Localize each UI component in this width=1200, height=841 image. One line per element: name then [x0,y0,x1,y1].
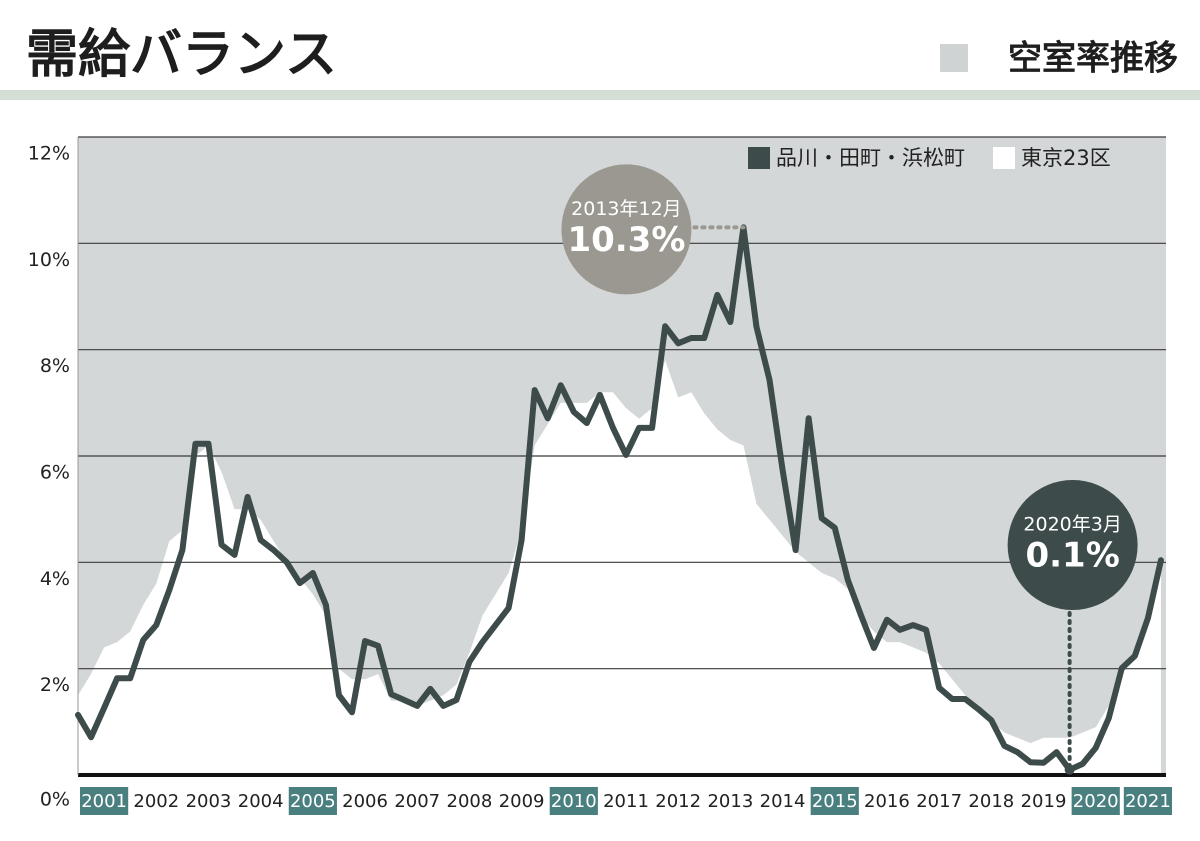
y-tick-label: 10% [28,249,70,271]
x-tick-label: 2021 [1125,791,1171,812]
x-tick-highlight [288,787,337,815]
y-tick-label: 6% [40,462,70,484]
x-tick-label: 2017 [916,791,962,812]
annotation-date: 2013年12月 [571,198,682,220]
subtitle-swatch [940,44,968,72]
x-tick-label: 2009 [499,791,545,812]
x-tick-label: 2012 [655,791,701,812]
legend-swatch [748,147,770,169]
x-tick-label: 2004 [238,791,284,812]
x-tick-label: 2015 [812,791,858,812]
x-tick-highlight [1071,787,1120,815]
x-tick-label: 2019 [1021,791,1067,812]
x-tick-label: 2018 [968,791,1014,812]
annotation-bubble [561,164,692,295]
x-tick-label: 2011 [603,791,649,812]
annotation-bubble [1007,480,1138,610]
x-tick-label: 2005 [290,791,336,812]
x-tick-label: 2008 [447,791,493,812]
y-tick-label: 4% [40,568,70,590]
y-tick-label: 0% [40,789,70,811]
area [78,360,1161,775]
x-tick-label: 2007 [394,791,440,812]
x-tick-label: 2010 [551,791,597,812]
x-tick-label: 2002 [133,791,179,812]
chart-title: 需給バランス [26,25,337,85]
legend-label: 東京23区 [1021,146,1111,170]
header-band [0,90,1200,100]
y-tick-label: 2% [40,674,70,696]
annotation-value: 10.3% [567,220,685,260]
x-tick-label: 2014 [760,791,806,812]
annotation-dot [1064,764,1075,775]
x-tick-label: 2006 [342,791,388,812]
x-tick-label: 2001 [81,791,127,812]
x-tick-highlight [1123,787,1172,815]
x-tick-highlight [80,787,129,815]
x-tick-label: 2003 [186,791,232,812]
annotation-value: 0.1% [1025,536,1119,576]
x-tick-highlight [810,787,859,815]
x-tick-label: 2016 [864,791,910,812]
legend-swatch [993,147,1015,169]
chart-subtitle: 空室率推移 [1008,39,1178,79]
x-tick-highlight [549,787,598,815]
x-tick-label: 2020 [1073,791,1119,812]
legend-label: 品川・田町・浜松町 [776,146,965,170]
x-tick-label: 2013 [707,791,753,812]
y-tick-label: 12% [28,143,70,165]
annotation-date: 2020年3月 [1023,514,1121,536]
y-tick-label: 8% [40,355,70,377]
line [75,224,1164,773]
